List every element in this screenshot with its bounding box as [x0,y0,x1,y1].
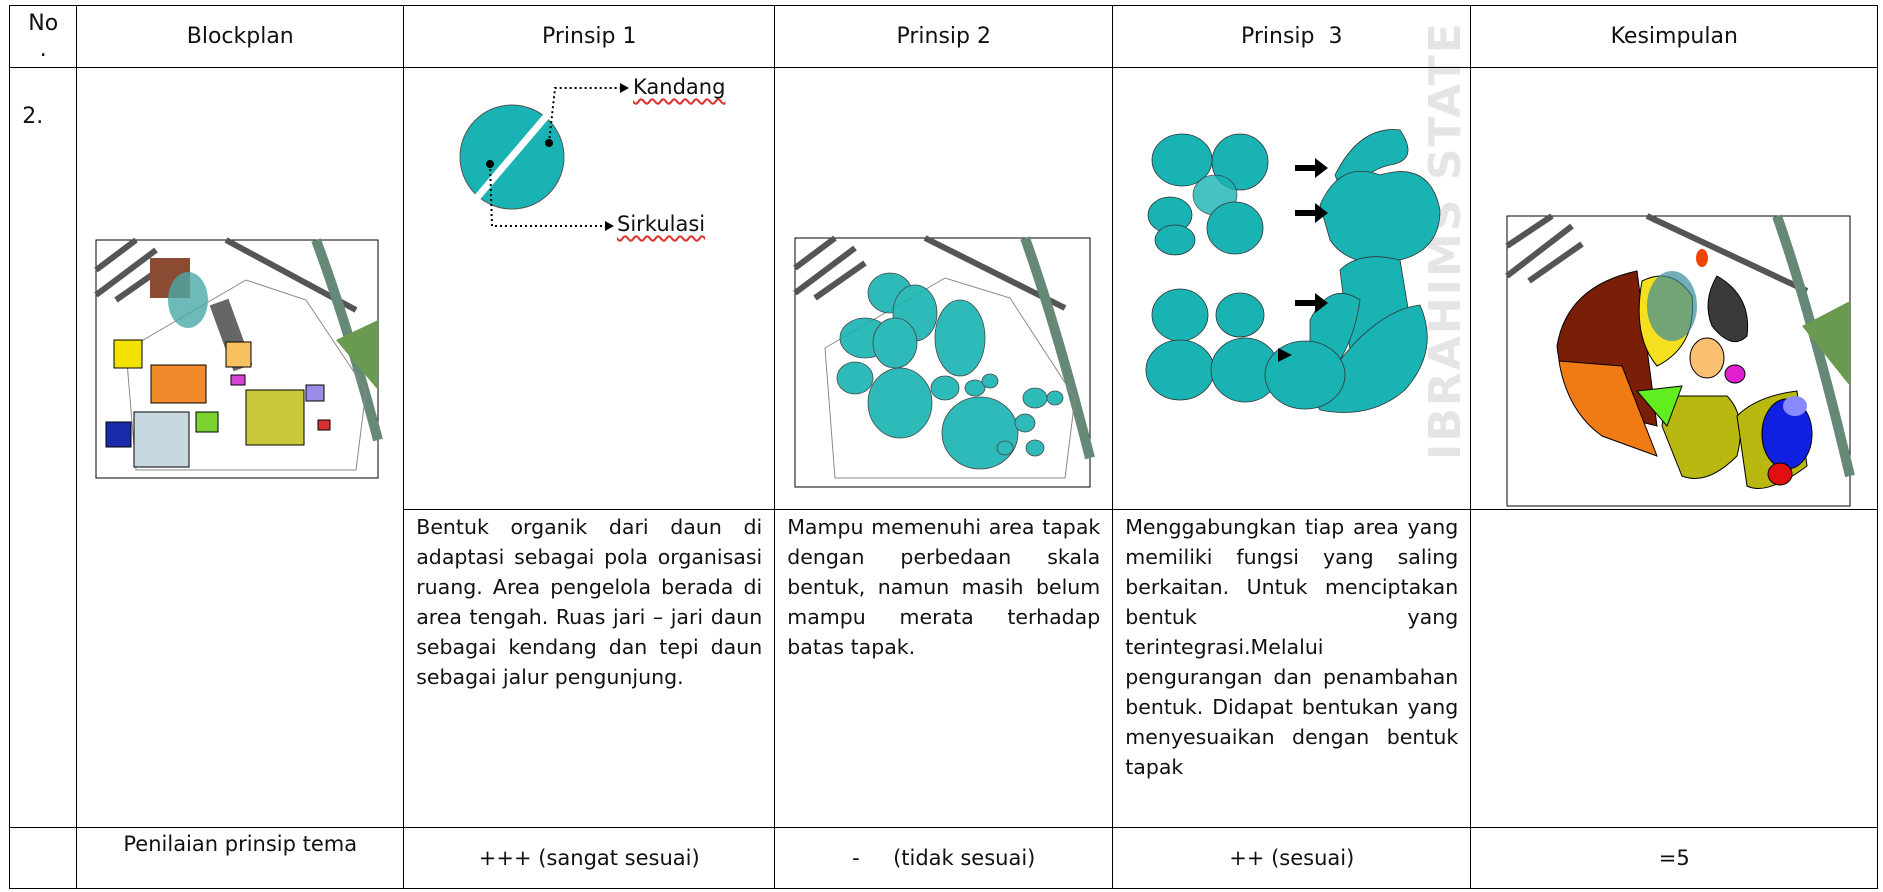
header-cell: Kesimpulan [1470,5,1879,69]
score: ++ (sesuai) [1112,827,1472,890]
header-cell: No . [9,5,78,69]
conclusion-image [1505,213,1855,507]
row-number: 2. [9,67,78,829]
score: - (tidak sesuai) [774,827,1114,890]
blockplan-image [94,237,383,479]
principle-1-diagram [459,83,629,231]
figure-label: Sirkulasi [617,212,706,236]
principle-3-diagram [1145,129,1441,413]
empty-cell [9,827,78,890]
score-label: Penilaian prinsip tema [76,827,405,890]
header-cell: Prinsip 2 [774,5,1114,69]
empty-cell [1470,509,1879,829]
score: =5 [1470,827,1879,890]
header-cell: Prinsip 3 [1112,5,1472,69]
score: +++ (sangat sesuai) [403,827,776,890]
description: Mampu memenuhi area tapak dengan perbeda… [774,509,1114,829]
principle-2-image [793,235,1095,488]
description: Bentuk organik dari daun di adaptasi seb… [403,509,776,829]
figure-label: Kandang [633,75,726,99]
header-cell: Prinsip 1 [403,5,776,69]
header-cell: Blockplan [76,5,405,69]
description: Menggabungkan tiap area yang memiliki fu… [1112,509,1472,829]
